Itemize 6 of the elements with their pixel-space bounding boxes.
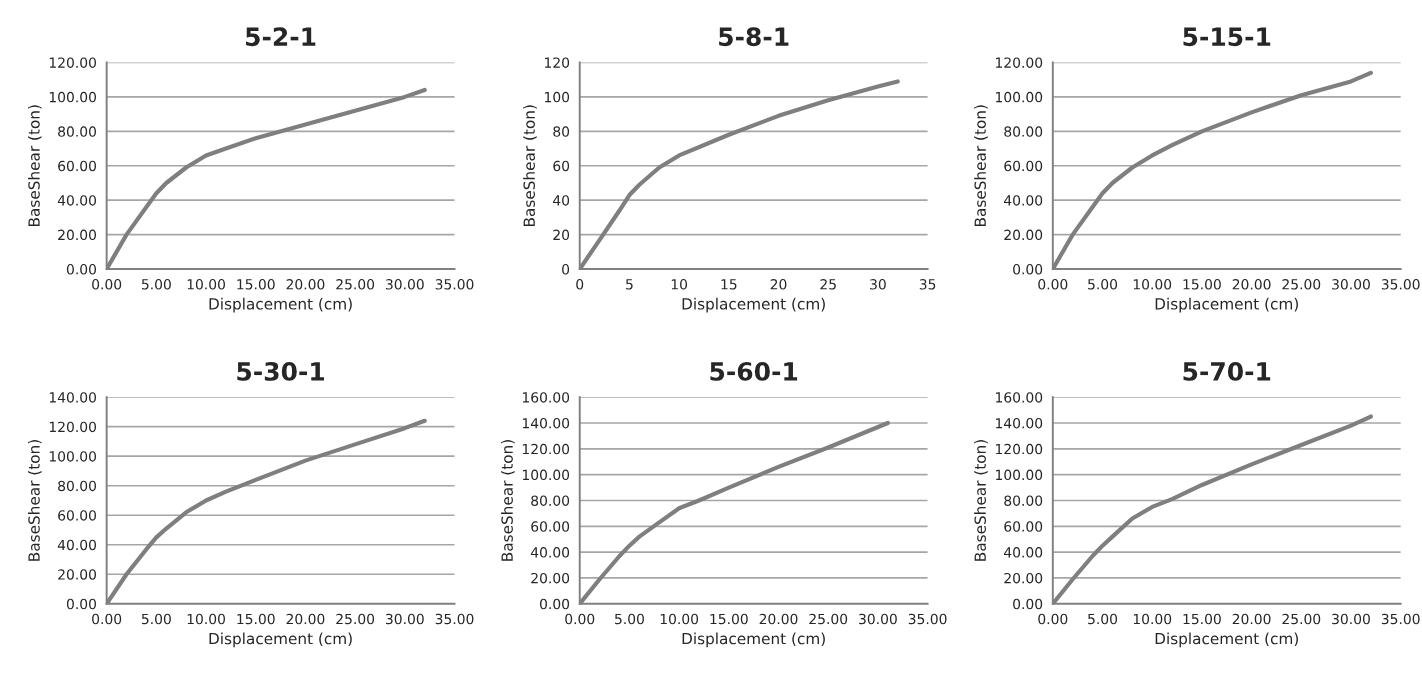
chart-title: 5-60-1 bbox=[710, 361, 798, 381]
chart-title: 5-2-1 bbox=[246, 27, 316, 47]
chart-title: 5-8-1 bbox=[719, 27, 789, 47]
chart-title: 5-70-1 bbox=[1183, 361, 1271, 381]
chart-title: 5-30-1 bbox=[237, 361, 325, 381]
chart-title: 5-15-1 bbox=[1183, 27, 1271, 47]
